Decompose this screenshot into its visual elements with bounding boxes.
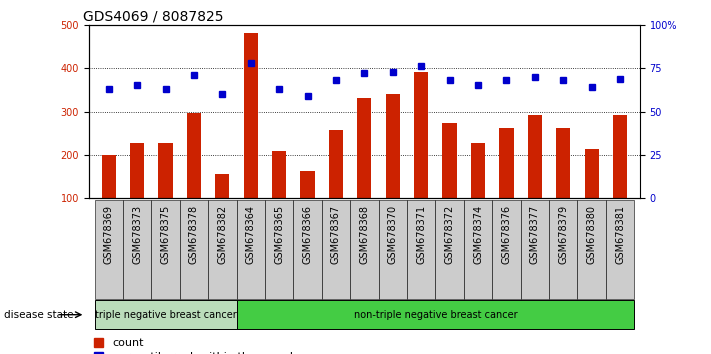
Bar (215, 173, 230, 198)
Bar (244, 33, 258, 198)
FancyBboxPatch shape (322, 200, 351, 299)
FancyBboxPatch shape (95, 300, 237, 329)
Text: GSM678373: GSM678373 (132, 205, 142, 264)
Bar (499, 127, 513, 198)
FancyBboxPatch shape (151, 200, 180, 299)
FancyBboxPatch shape (237, 300, 634, 329)
FancyBboxPatch shape (95, 200, 123, 299)
FancyBboxPatch shape (407, 200, 435, 299)
FancyBboxPatch shape (208, 200, 237, 299)
Bar (528, 115, 542, 198)
Text: GSM678376: GSM678376 (501, 205, 511, 264)
Text: GSM678371: GSM678371 (416, 205, 426, 264)
Bar (584, 149, 599, 198)
Bar (442, 123, 456, 198)
Text: GSM678365: GSM678365 (274, 205, 284, 264)
Text: GSM678382: GSM678382 (218, 205, 228, 264)
Text: GSM678368: GSM678368 (359, 205, 370, 264)
FancyBboxPatch shape (378, 200, 407, 299)
Text: GSM678379: GSM678379 (558, 205, 568, 264)
Text: GSM678367: GSM678367 (331, 205, 341, 264)
FancyBboxPatch shape (435, 200, 464, 299)
Bar (130, 143, 144, 198)
Text: GSM678381: GSM678381 (615, 205, 625, 264)
FancyBboxPatch shape (237, 200, 265, 299)
Text: GSM678377: GSM678377 (530, 205, 540, 264)
Text: GDS4069 / 8087825: GDS4069 / 8087825 (83, 10, 224, 24)
Legend: count, percentile rank within the sample: count, percentile rank within the sample (95, 338, 300, 354)
Bar (272, 150, 287, 198)
FancyBboxPatch shape (549, 200, 577, 299)
Bar (471, 143, 485, 198)
FancyBboxPatch shape (180, 200, 208, 299)
Bar (329, 130, 343, 198)
Text: disease state: disease state (4, 310, 73, 320)
FancyBboxPatch shape (294, 200, 322, 299)
Text: GSM678375: GSM678375 (161, 205, 171, 264)
Text: GSM678372: GSM678372 (444, 205, 454, 264)
FancyBboxPatch shape (577, 200, 606, 299)
FancyBboxPatch shape (606, 200, 634, 299)
FancyBboxPatch shape (123, 200, 151, 299)
Text: non-triple negative breast cancer: non-triple negative breast cancer (353, 310, 517, 320)
Text: GSM678374: GSM678374 (473, 205, 483, 264)
Text: GSM678378: GSM678378 (189, 205, 199, 264)
FancyBboxPatch shape (464, 200, 492, 299)
Text: GSM678364: GSM678364 (246, 205, 256, 264)
FancyBboxPatch shape (265, 200, 294, 299)
Text: GSM678366: GSM678366 (303, 205, 313, 264)
FancyBboxPatch shape (492, 200, 520, 299)
Bar (358, 98, 371, 198)
Text: GSM678380: GSM678380 (587, 205, 597, 264)
Text: GSM678369: GSM678369 (104, 205, 114, 264)
Bar (414, 72, 428, 198)
Bar (187, 113, 201, 198)
Text: GSM678370: GSM678370 (387, 205, 397, 264)
Bar (301, 171, 315, 198)
FancyBboxPatch shape (351, 200, 378, 299)
Bar (556, 127, 570, 198)
Text: triple negative breast cancer: triple negative breast cancer (95, 310, 237, 320)
Bar (385, 94, 400, 198)
FancyBboxPatch shape (520, 200, 549, 299)
Bar (159, 143, 173, 198)
Bar (102, 155, 116, 198)
Bar (613, 115, 627, 198)
